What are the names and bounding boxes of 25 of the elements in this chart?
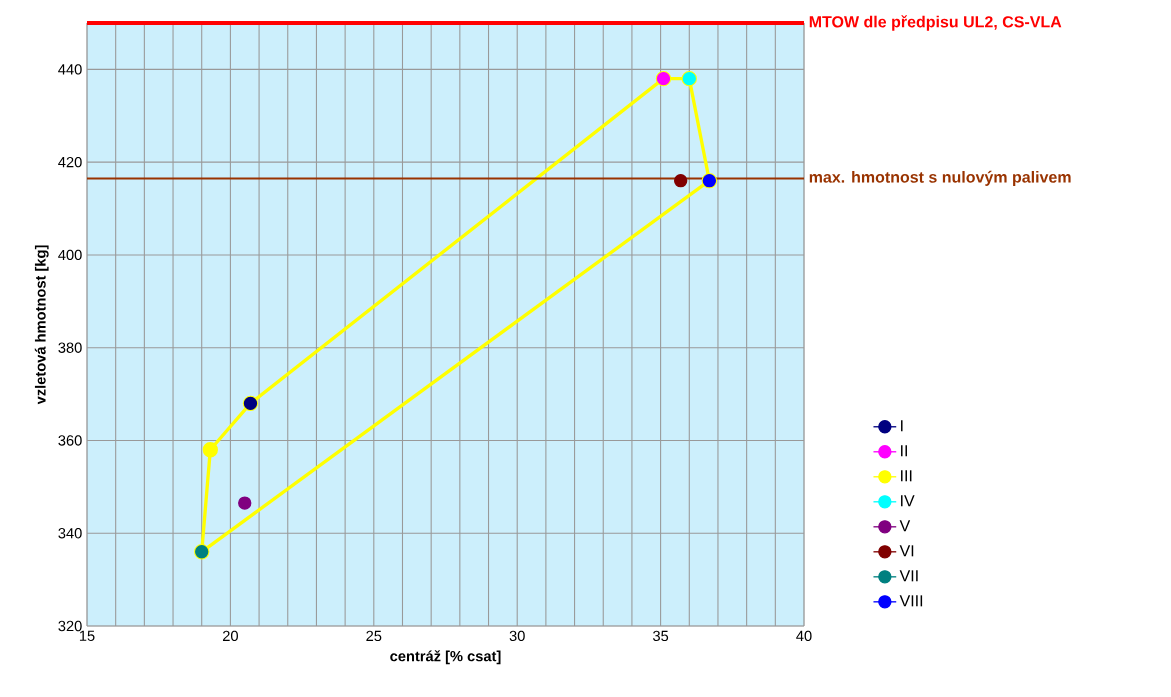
y-tick-label: 440 [58,64,82,75]
y-tick-label: 400 [58,249,82,261]
legend-label: I [901,420,903,432]
x-tick-label: 15 [79,630,95,641]
y-tick-label: 360 [58,435,82,446]
legend-label: VI [899,545,914,557]
x-tick-label: 30 [509,630,525,642]
x-tick-label: 25 [366,630,382,642]
y-tick-label: 420 [58,156,82,168]
x-tick-label: 40 [796,630,812,642]
ref-line-label: MTOW dle předpisu UL2, CS-VLA [809,15,1062,31]
x-tick-label: 20 [222,630,238,642]
y-tick-label: 380 [58,342,82,353]
legend-label: III [901,470,912,482]
x-axis-title: centráž [% csat] [390,650,501,665]
ref-line-label: max. hmotnost s nulovým palivem [809,170,1071,186]
legend-label: VIII [899,595,923,607]
legend-label: VII [899,570,918,582]
y-axis-title: vzletová hmotnost [kg] [34,245,49,405]
y-tick-label: 320 [58,620,82,632]
legend-label: IV [901,495,915,507]
x-tick-label: 35 [653,630,669,642]
legend-label: II [901,445,907,457]
y-tick-label: 340 [58,528,82,539]
legend-label: V [899,520,911,532]
